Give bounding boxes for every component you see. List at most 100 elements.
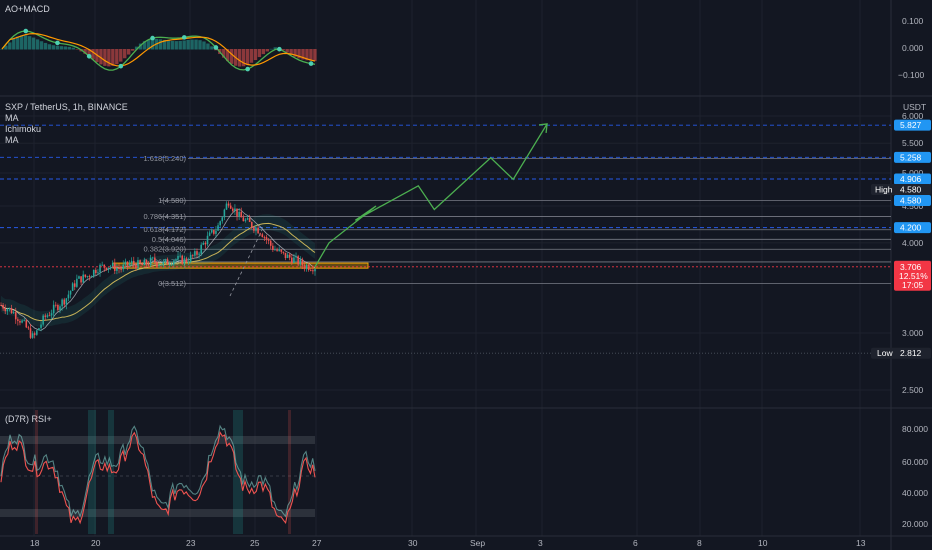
macd-tick: 0.100	[902, 16, 924, 26]
macd-cross-dot	[277, 46, 282, 52]
indicator-label-ma[interactable]: MA	[5, 113, 19, 123]
candle-body	[109, 266, 112, 268]
candle-body	[314, 269, 316, 272]
macd-histogram-bar	[55, 45, 60, 50]
candle-body	[244, 219, 247, 222]
macd-cross-dot	[23, 28, 29, 34]
candle-body	[29, 328, 32, 338]
time-tick: 27	[312, 538, 322, 548]
macd-pane[interactable]: AO+MACD 0.100 0.000 −0.100	[0, 4, 925, 80]
candle-body	[50, 313, 53, 316]
fib-level-label: 1.618(5.240)	[143, 154, 186, 163]
candle-body	[105, 267, 108, 271]
macd-tick: −0.100	[898, 70, 925, 80]
candle-body	[113, 262, 116, 271]
candle-body	[177, 255, 179, 260]
candle-body	[126, 261, 129, 266]
candle-body	[145, 260, 148, 265]
macd-histogram-bar	[87, 49, 91, 57]
candle-body	[31, 333, 34, 338]
macd-histogram-bar	[59, 46, 64, 50]
candle-body	[191, 254, 194, 256]
candle-body	[124, 261, 127, 265]
candle-body	[187, 261, 190, 263]
indicator-label-ma[interactable]: MA	[5, 135, 19, 145]
last-price-badge: 3.706 12.51% 17:05	[894, 260, 931, 291]
macd-histogram-bar	[170, 40, 174, 50]
candle-body	[99, 264, 101, 273]
macd-histogram-bar	[4, 45, 8, 50]
candle-body	[139, 260, 141, 264]
candle-body	[274, 249, 276, 251]
candle-body	[67, 294, 70, 299]
candle-body	[19, 320, 21, 323]
time-tick: 3	[538, 538, 543, 548]
candle-body	[76, 278, 78, 287]
macd-histogram-bar	[210, 46, 214, 50]
candle-body	[42, 315, 44, 325]
price-pane[interactable]: SXP / TetherUS, 1h, BINANCE MA Ichimoku …	[0, 102, 931, 395]
indicator-label-ichimoku[interactable]: Ichimoku	[5, 124, 41, 134]
candle-body	[65, 298, 68, 305]
macd-histogram-bar	[107, 49, 111, 67]
macd-histogram-bar	[249, 49, 254, 63]
price-axis-ticks: 6.000 5.500 5.000 4.500 4.000 3.000 2.50…	[902, 111, 924, 395]
candle-body	[160, 264, 162, 266]
macd-histogram-bar	[301, 49, 305, 60]
rsi-highlight-column	[88, 410, 96, 534]
candle-body	[206, 235, 209, 245]
macd-histogram-bar	[130, 49, 135, 51]
macd-histogram-bar	[119, 49, 123, 62]
macd-histogram-bar	[202, 41, 206, 50]
candle-body	[118, 268, 120, 270]
last-price-change: 12.51%	[899, 271, 928, 281]
macd-histogram-bar	[138, 43, 143, 50]
candle-body	[166, 259, 169, 265]
macd-histogram-bar	[281, 49, 285, 51]
macd-histogram-bar	[71, 47, 75, 50]
fibonacci-retracement[interactable]: 1.618(5.240) 1(4.580) 0.786(4.351) 0.618(4.…	[143, 154, 891, 288]
macd-histogram-bar	[253, 49, 258, 61]
candle-body	[156, 262, 158, 266]
rsi-title: (D7R) RSI+	[5, 414, 52, 424]
time-tick: 30	[408, 538, 418, 548]
price-tick: 4.000	[902, 238, 924, 248]
macd-histogram-bar	[261, 49, 266, 55]
candle-body	[147, 264, 150, 266]
candle-body	[95, 269, 97, 274]
macd-cross-dot	[308, 61, 314, 66]
candle-body	[2, 305, 4, 309]
candle-body	[194, 251, 196, 256]
moving-average-slow	[0, 222, 316, 322]
candle-body	[181, 255, 184, 265]
projection-arrow-head	[538, 123, 548, 133]
macd-histogram-bar	[313, 49, 317, 62]
rsi-tick: 20.000	[902, 519, 928, 529]
candle-body	[80, 276, 82, 283]
macd-histogram-bar	[241, 49, 246, 67]
candle-body	[149, 257, 152, 265]
macd-histogram-bar	[293, 49, 297, 57]
fib-level-label: 0(3.512)	[158, 279, 186, 288]
macd-histogram-bar	[289, 49, 293, 55]
candle-body	[301, 259, 304, 266]
candle-body	[309, 269, 312, 271]
candle-body	[238, 211, 240, 217]
projection-path[interactable]	[314, 123, 548, 268]
candle-body	[204, 242, 207, 245]
candle-body	[46, 315, 49, 317]
macd-histogram-bar	[146, 39, 151, 50]
candle-body	[25, 320, 28, 328]
macd-histogram-bar	[166, 40, 171, 50]
rsi-line-overbought-segment	[0, 424, 316, 519]
candle-body	[280, 249, 283, 252]
candle-body	[57, 304, 59, 310]
candle-body	[278, 249, 280, 251]
rsi-pane[interactable]: (D7R) RSI+ 80.000 60.000 40.000 20.000	[0, 410, 928, 534]
candle-body	[185, 258, 188, 262]
candle-body	[132, 260, 135, 265]
macd-histogram-bar	[237, 49, 242, 67]
last-price-badge-background	[894, 260, 931, 291]
